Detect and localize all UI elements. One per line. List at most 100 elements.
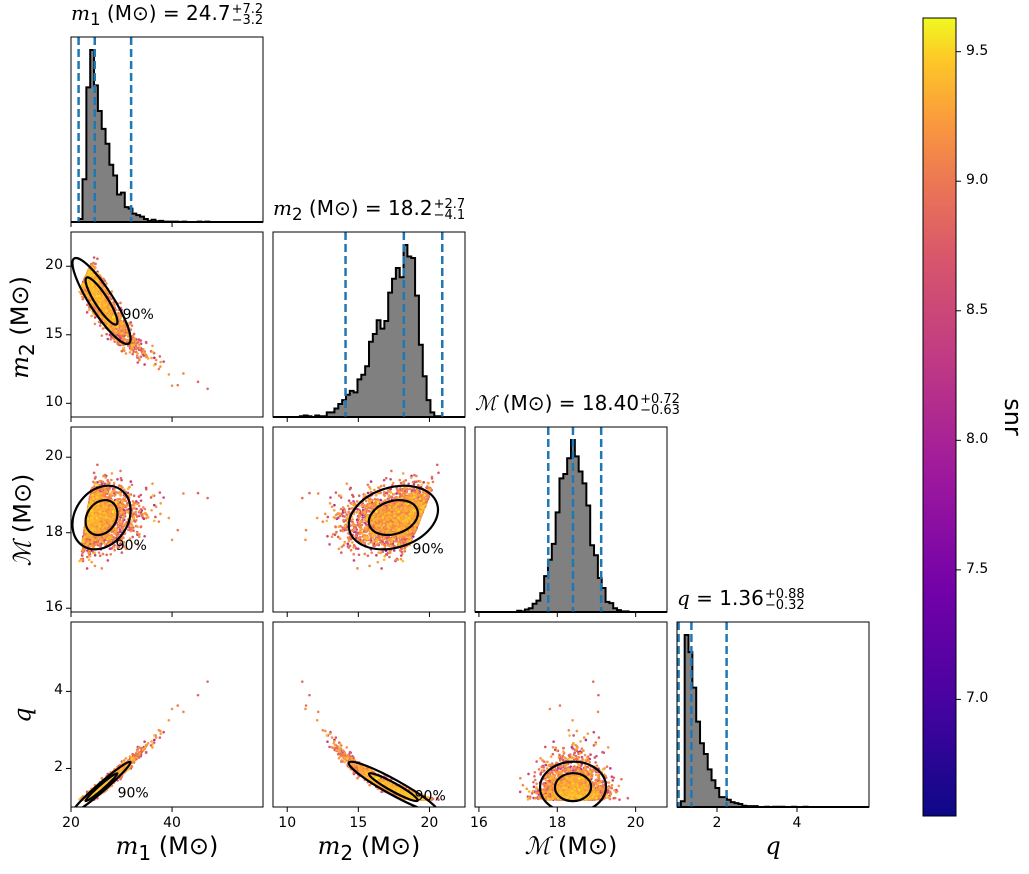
scatter-point <box>143 534 146 538</box>
scatter-point <box>86 555 89 559</box>
scatter-point <box>151 350 155 354</box>
scatter-point <box>116 544 119 548</box>
scatter-point <box>92 261 95 265</box>
scatter-point <box>122 505 126 508</box>
scatter-point <box>79 557 83 561</box>
scatter-point <box>153 363 156 367</box>
scatter-point <box>121 486 124 489</box>
scatter-point <box>153 503 156 507</box>
scatter-point <box>136 352 139 355</box>
scatter-point <box>98 480 101 483</box>
panel-m2-vs-m1: 90% <box>66 231 264 422</box>
scatter-point <box>121 517 125 520</box>
scatter-point <box>112 546 116 549</box>
scatter-point <box>108 487 111 491</box>
scatter-point <box>158 355 162 358</box>
scatter-point <box>134 513 138 516</box>
scatter-point <box>79 292 83 295</box>
contour-90 <box>71 256 132 346</box>
scatter-point <box>116 342 119 346</box>
scatter-point <box>98 302 101 306</box>
scatter-point <box>105 309 108 313</box>
scatter-point <box>112 329 116 333</box>
scatter-point <box>137 504 141 508</box>
scatter-point <box>129 529 133 533</box>
scatter-point <box>145 513 149 517</box>
scatter-point <box>109 337 113 341</box>
scatter-point <box>101 480 105 484</box>
scatter-point <box>102 474 105 478</box>
scatter-point <box>144 516 148 520</box>
scatter-point <box>138 509 142 513</box>
scatter-point <box>103 536 106 539</box>
scatter-point <box>130 483 134 487</box>
scatter-point <box>94 262 97 266</box>
scatter-point <box>134 510 137 514</box>
scatter-point <box>88 536 92 539</box>
scatter-point <box>88 297 92 301</box>
scatter-point <box>142 348 145 351</box>
scatter-point <box>123 488 126 492</box>
scatter-point <box>130 324 134 327</box>
scatter-point <box>96 257 99 261</box>
scatter-point <box>158 491 162 494</box>
scatter-point <box>119 469 122 473</box>
scatter-point <box>85 311 89 314</box>
scatter-point <box>114 491 118 494</box>
scatter-point <box>129 480 133 483</box>
scatter-point <box>150 356 153 360</box>
scatter-point <box>91 283 95 287</box>
scatter-point <box>93 284 97 287</box>
scatter-point <box>144 341 148 345</box>
scatter-point <box>142 506 145 509</box>
scatter-point <box>101 492 105 496</box>
scatter-point <box>137 495 141 498</box>
scatter-point <box>86 294 89 298</box>
scatter-point <box>131 510 134 514</box>
scatter-point <box>106 337 110 341</box>
scatter-point <box>110 547 113 550</box>
scatter-point <box>162 360 165 363</box>
scatter-point <box>113 494 116 497</box>
scatter-point <box>154 515 157 519</box>
scatter-point <box>135 347 138 351</box>
scatter-point <box>127 344 130 348</box>
scatter-point <box>126 335 130 338</box>
scatter-point <box>109 539 113 542</box>
scatter-point <box>119 476 123 480</box>
axes-frame <box>70 231 264 418</box>
scatter-point <box>88 270 91 274</box>
scatter-point <box>124 352 128 355</box>
scatter-point <box>105 332 108 336</box>
scatter-point <box>143 363 146 366</box>
scatter-point <box>109 513 112 516</box>
scatter-point <box>170 538 174 542</box>
scatter-point <box>118 491 121 495</box>
scatter-point <box>116 477 119 481</box>
scatter-point <box>102 301 106 304</box>
scatter-point <box>99 298 102 302</box>
scatter-point <box>132 337 136 341</box>
scatter-point <box>136 543 140 546</box>
scatter-point <box>159 502 163 505</box>
scatter-point <box>96 490 99 494</box>
scatter-point <box>120 507 123 511</box>
scatter-point <box>108 314 111 318</box>
scatter-point <box>206 496 209 500</box>
scatter-point <box>115 330 118 333</box>
scatter-point <box>82 286 86 289</box>
scatter-point <box>131 500 135 503</box>
scatter-point <box>130 346 134 349</box>
scatter-point <box>124 338 127 342</box>
scatter-point <box>113 489 116 492</box>
scatter-point <box>116 546 119 549</box>
scatter-point <box>153 356 156 360</box>
scatter-point <box>103 279 107 283</box>
scatter-point <box>131 334 135 338</box>
scatter-point <box>124 499 127 503</box>
scatter-point <box>110 494 113 498</box>
scatter-point <box>110 318 113 321</box>
scatter-point <box>135 355 139 358</box>
scatter-point <box>144 487 148 491</box>
scatter-point <box>95 537 99 541</box>
